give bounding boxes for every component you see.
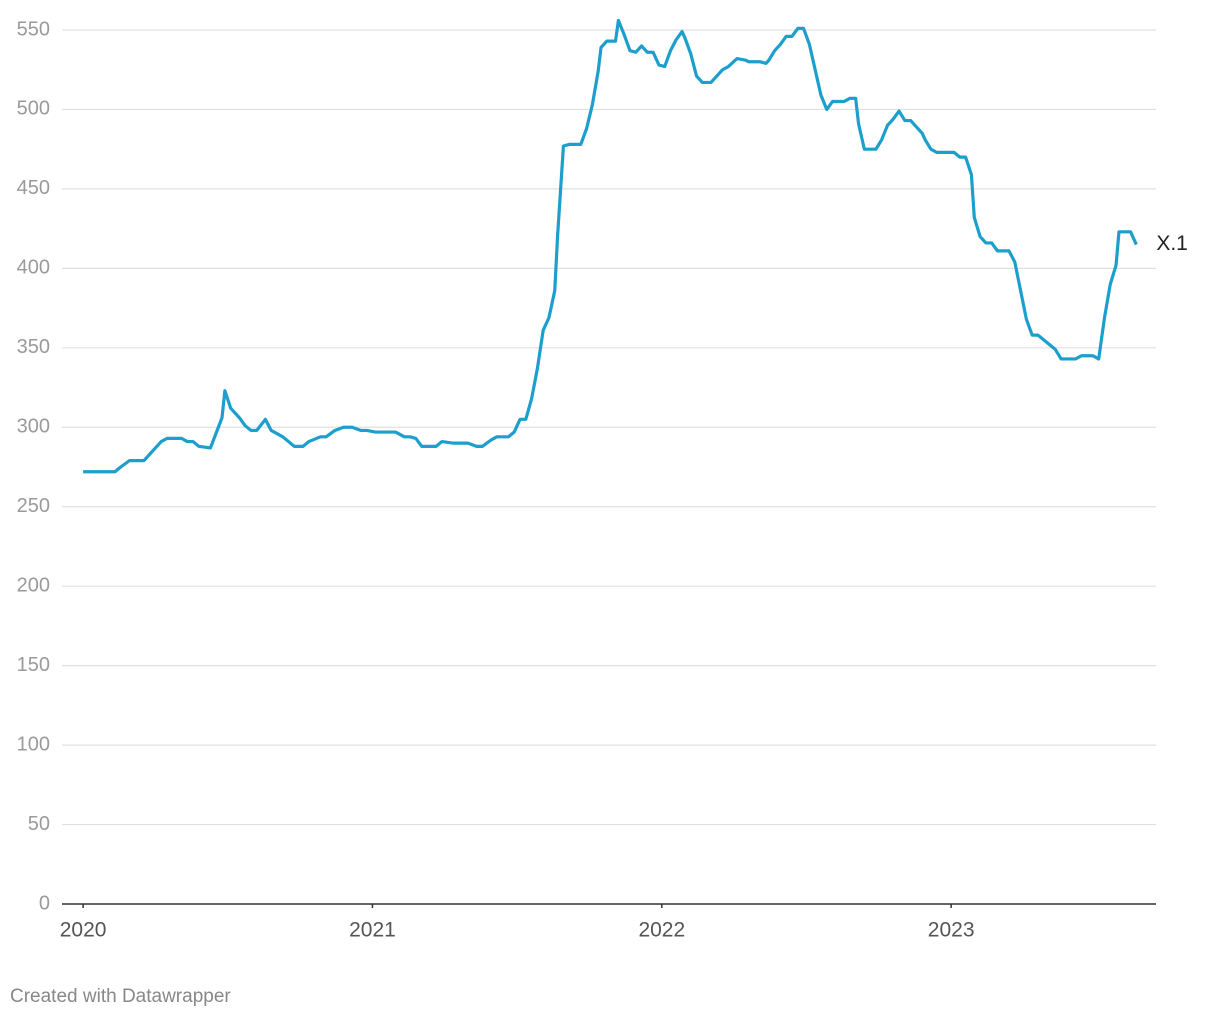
y-tick-label: 300: [17, 416, 50, 438]
y-tick-label: 100: [17, 733, 50, 755]
x-tick-label: 2020: [60, 919, 107, 942]
y-tick-label: 50: [28, 813, 50, 835]
x-tick-label: 2021: [349, 919, 396, 942]
y-tick-label: 400: [17, 257, 50, 279]
y-tick-label: 350: [17, 336, 50, 358]
y-tick-label: 450: [17, 177, 50, 199]
y-tick-label: 550: [17, 18, 50, 40]
y-tick-label: 200: [17, 574, 50, 596]
line: [83, 18, 1138, 474]
y-tick-label: 0: [39, 892, 50, 914]
credit: Created with Datawrapper: [10, 986, 231, 1007]
x-tick-label: 2023: [928, 919, 975, 942]
y-tick-label: 500: [17, 98, 50, 120]
series-label: X.1: [1156, 232, 1188, 255]
x-tick-label: 2022: [638, 919, 685, 942]
y-tick-label: 250: [17, 495, 50, 517]
y-tick-label: 150: [17, 654, 50, 676]
